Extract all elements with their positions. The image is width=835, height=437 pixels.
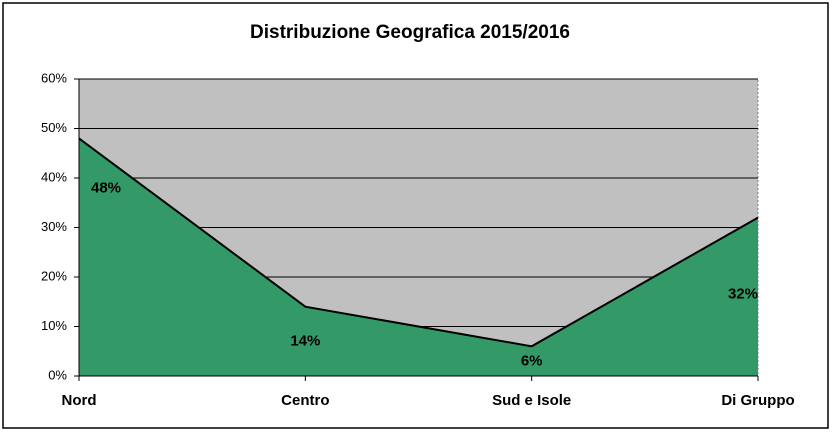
y-tick-label: 0% xyxy=(48,367,67,382)
x-tick-label: Centro xyxy=(281,392,329,409)
y-tick-label: 20% xyxy=(41,268,67,283)
y-tick-label: 40% xyxy=(41,169,67,184)
value-label: 14% xyxy=(290,333,320,350)
y-tick-label: 10% xyxy=(41,318,67,333)
value-label: 32% xyxy=(728,286,758,303)
value-label: 48% xyxy=(91,179,121,196)
y-tick-label: 60% xyxy=(41,70,67,85)
chart-title: Distribuzione Geografica 2015/2016 xyxy=(250,22,570,43)
area xyxy=(79,138,758,376)
value-label: 6% xyxy=(521,352,543,369)
line xyxy=(78,137,759,348)
x-tick-label: Di Gruppo xyxy=(721,392,794,409)
y-tick-label: 50% xyxy=(41,120,67,135)
x-tick-label: Sud e Isole xyxy=(492,392,571,409)
x-tick-label: Nord xyxy=(62,392,97,409)
y-tick-label: 30% xyxy=(41,219,67,234)
